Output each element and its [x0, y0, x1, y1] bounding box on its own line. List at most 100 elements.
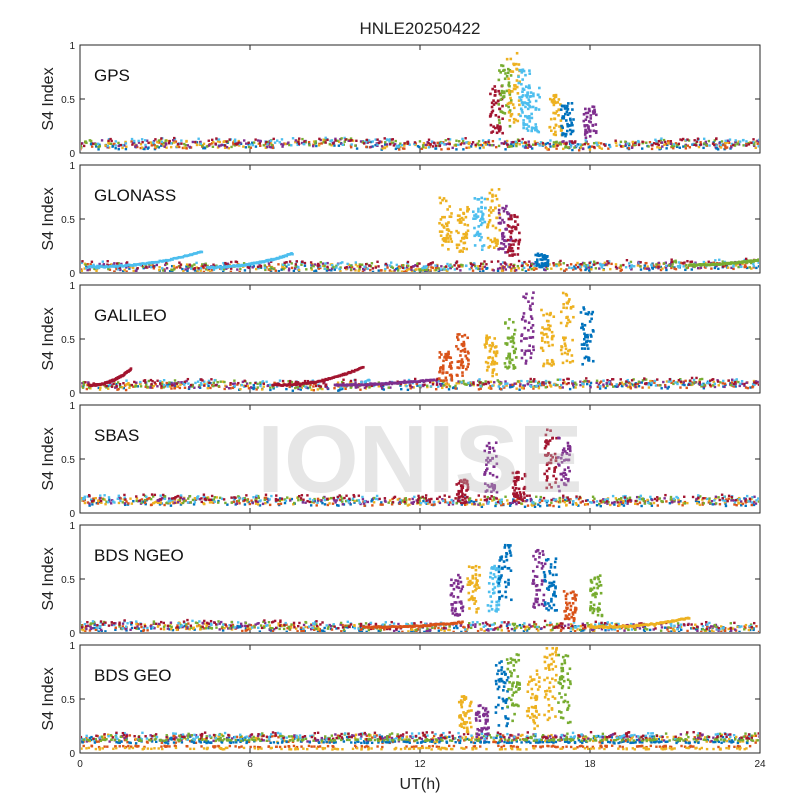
baseline-point [575, 383, 578, 386]
baseline-point [331, 502, 335, 505]
scintillation-point [463, 333, 467, 337]
scintillation-point [502, 242, 506, 246]
baseline-point [399, 384, 402, 387]
baseline-point [319, 265, 322, 268]
baseline-point [225, 140, 228, 143]
baseline-point [476, 142, 479, 146]
baseline-point [191, 140, 195, 144]
baseline-point [636, 382, 640, 386]
baseline-point [574, 386, 577, 389]
baseline-point [343, 136, 346, 140]
baseline-point [453, 264, 456, 267]
scintillation-point [474, 213, 478, 216]
baseline-point [657, 265, 660, 268]
baseline-point [521, 268, 524, 271]
baseline-point [312, 140, 316, 143]
baseline-point [242, 139, 246, 142]
baseline-point [649, 383, 653, 387]
baseline-point [212, 268, 216, 271]
baseline-point [461, 137, 464, 141]
baseline-point [343, 140, 346, 143]
baseline-point [733, 503, 736, 506]
baseline-point [114, 147, 117, 150]
scintillation-point [528, 115, 531, 118]
baseline-point [162, 141, 165, 145]
baseline-point [656, 378, 659, 381]
baseline-point [655, 265, 658, 269]
baseline-point [572, 383, 575, 387]
baseline-point [100, 501, 103, 504]
baseline-point [737, 143, 741, 146]
scintillation-point [542, 364, 545, 368]
scintillation-point [489, 206, 493, 209]
baseline-point [747, 143, 751, 146]
baseline-point [250, 499, 253, 502]
baseline-point [339, 261, 343, 265]
baseline-point [425, 268, 429, 271]
baseline-point [418, 140, 422, 143]
scintillation-point [474, 233, 478, 237]
scintillation-point [508, 84, 511, 88]
scintillation-point [520, 101, 524, 104]
baseline-point [101, 260, 104, 263]
baseline-point [499, 263, 503, 266]
baseline-point [726, 266, 730, 269]
baseline-point [319, 387, 322, 390]
baseline-point [599, 504, 602, 508]
baseline-point [684, 144, 687, 148]
baseline-point [263, 264, 266, 267]
scintillation-point [522, 69, 526, 73]
baseline-point [181, 146, 185, 150]
baseline-point [502, 266, 505, 269]
baseline-point [603, 261, 607, 265]
baseline-point [639, 261, 642, 264]
baseline-point [254, 502, 258, 505]
baseline-point [729, 147, 732, 150]
baseline-point [81, 147, 82, 151]
baseline-point [734, 141, 737, 144]
baseline-point [313, 497, 316, 501]
baseline-point [581, 147, 585, 150]
baseline-point [423, 268, 426, 272]
scintillation-point [499, 98, 503, 101]
baseline-point [264, 143, 268, 146]
baseline-point [85, 387, 89, 391]
scintillation-point [480, 248, 484, 251]
baseline-point [102, 497, 105, 501]
baseline-point [81, 269, 84, 272]
scintillation-point [506, 67, 510, 71]
baseline-point [657, 497, 660, 501]
baseline-point [423, 497, 426, 500]
baseline-point [326, 503, 330, 507]
scintillation-point [492, 103, 496, 106]
scintillation-point [560, 128, 563, 132]
baseline-point [460, 263, 463, 267]
scintillation-point [516, 253, 520, 256]
baseline-point [188, 263, 191, 266]
scintillation-point [508, 355, 511, 358]
scintillation-point [523, 326, 527, 330]
scintillation-point [503, 239, 506, 243]
baseline-point [616, 385, 619, 388]
scintillation-point [587, 311, 591, 314]
baseline-point [202, 142, 206, 145]
baseline-point [285, 265, 288, 268]
baseline-point [263, 266, 267, 270]
baseline-point [276, 139, 279, 142]
panel-frame [79, 44, 761, 154]
baseline-point [542, 143, 545, 146]
baseline-point [168, 139, 171, 143]
baseline-point [138, 382, 142, 385]
baseline-point [538, 144, 541, 147]
scintillation-point [568, 298, 571, 301]
baseline-point [716, 380, 720, 383]
scintillation-point [514, 118, 518, 122]
baseline-point [164, 263, 167, 267]
baseline-point [252, 387, 255, 391]
baseline-point [261, 502, 265, 506]
baseline-point [268, 264, 271, 267]
baseline-point [115, 262, 119, 265]
baseline-point [520, 264, 524, 268]
scintillation-point [511, 249, 515, 253]
